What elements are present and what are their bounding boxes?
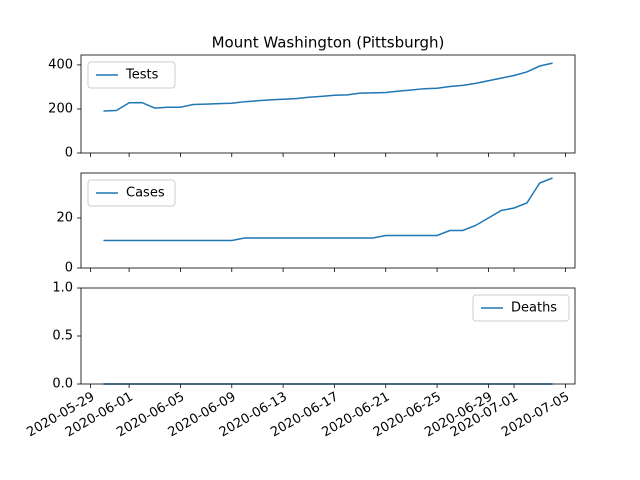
axes-frame: [80, 172, 576, 269]
chart-title: Mount Washington (Pittsburgh): [212, 34, 445, 52]
legend-label: Cases: [126, 186, 165, 201]
legend-label: Deaths: [511, 301, 557, 316]
y-tick-label: 0: [65, 261, 73, 276]
y-tick-label: 1.0: [52, 281, 73, 296]
axes-frame: [80, 287, 576, 385]
y-tick-label: 0.5: [52, 329, 73, 344]
legend-box: [87, 179, 176, 207]
axes-frame: [80, 54, 576, 154]
y-tick-label: 20: [56, 211, 73, 226]
y-tick-label: 400: [48, 57, 73, 72]
legend-box: [87, 61, 176, 89]
y-tick-label: 0.0: [52, 377, 73, 392]
y-tick-label: 200: [48, 101, 73, 116]
data-line: [103, 62, 553, 112]
y-tick-label: 0: [65, 146, 73, 161]
legend-label: Tests: [125, 68, 159, 83]
legend-box: [472, 294, 570, 322]
data-line: [103, 177, 553, 242]
